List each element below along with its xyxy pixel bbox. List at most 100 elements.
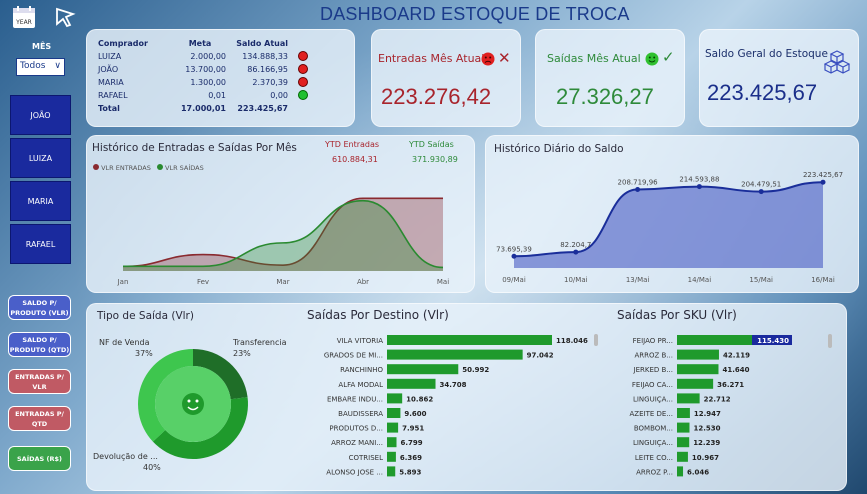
- bar-value-label: 22.712: [704, 395, 731, 403]
- kpi-entradas-card: Entradas Mês Atual ✕ 223.276,42: [371, 29, 521, 127]
- buyers-table: Comprador Meta Saldo Atual LUIZA 2.000,0…: [96, 37, 310, 115]
- nav-rafael-button[interactable]: RAFAEL: [10, 224, 71, 264]
- x-tick-label: 15/Mai: [749, 276, 773, 284]
- hist-legend: VLR ENTRADAS VLR SAÍDAS: [93, 164, 204, 172]
- bottom-card: Tipo de Saída (Vlr) Saídas Por Destino (…: [86, 303, 847, 491]
- x-tick-label: 09/Mai: [502, 276, 526, 284]
- series-area-1: [123, 200, 443, 271]
- bar-category-label: BOMBOM...: [634, 425, 673, 433]
- bar-value-label: 34.708: [440, 381, 467, 389]
- clear-filter-pointer-icon[interactable]: [54, 6, 76, 28]
- bar-category-label: LINGUIÇA...: [633, 439, 673, 447]
- sad-face-icon: [481, 52, 495, 66]
- smiley-icon: [182, 393, 204, 415]
- daily-chart-svg: 73.695,39 09/Mai 82.204,7 10/Mai 208.719,96 1…: [496, 171, 843, 284]
- hist-chart-card: Histórico de Entradas e Saídas Por Mês Y…: [86, 135, 475, 293]
- sku-title: Saídas Por SKU (Vlr): [617, 308, 737, 322]
- bar-value-label: 97.042: [527, 352, 554, 360]
- nav-luiza-button[interactable]: LUIZA: [10, 138, 71, 178]
- bar-category-label: PRODUTOS D...: [329, 425, 383, 433]
- buyer-saldo: 134.888,33: [242, 52, 288, 61]
- bar: [677, 349, 719, 360]
- bar-category-label: EMBARE INDU...: [327, 395, 383, 403]
- bar-value-label: 12.530: [693, 425, 720, 433]
- legend-saidas-swatch: [156, 164, 163, 170]
- pie-label-nf: NF de Venda: [99, 338, 150, 347]
- pie-pct-transf: 23%: [233, 349, 251, 358]
- hist-chart-svg: Jan Fev Mar Abr Mai: [117, 197, 449, 286]
- nav-maria-button[interactable]: MARIA: [10, 181, 71, 221]
- bar: [677, 393, 700, 404]
- saldo-produto-qtd-button[interactable]: SALDO P/ PRODUTO (QTD): [8, 332, 71, 357]
- year-icon-label: YEAR: [15, 19, 32, 26]
- x-tick-label: Jan: [117, 278, 129, 286]
- month-filter-select[interactable]: Todos ∨: [16, 58, 65, 76]
- bar-highlight: [752, 335, 792, 345]
- status-red-icon: [298, 63, 308, 74]
- buyer-meta: 0,01: [208, 91, 226, 100]
- calendar-year-icon[interactable]: YEAR: [12, 5, 36, 29]
- entradas-qtd-button[interactable]: ENTRADAS P/ QTD: [8, 406, 71, 431]
- total-row: Total 17.000,01 223.425,67: [96, 102, 310, 115]
- bar: [387, 349, 523, 360]
- saldo-data-label: 208.719,96: [618, 178, 659, 186]
- bar-value-label: 6.046: [687, 468, 709, 476]
- daily-chart-card: Histórico Diário do Saldo 73.695,39 09/Ma…: [485, 135, 859, 293]
- kpi-saidas-card: Saídas Mês Atual ✓ 27.326,27: [535, 29, 685, 127]
- bar-category-label: ALONSO JOSE ...: [326, 468, 383, 476]
- destino-scrollbar[interactable]: [594, 334, 598, 346]
- bar-value-label: 5.893: [399, 468, 421, 476]
- pie-pct-devol: 40%: [143, 463, 161, 472]
- bar: [387, 422, 399, 433]
- bar: [387, 408, 401, 418]
- bar: [677, 437, 690, 448]
- saldo-data-label: 82.204,7: [560, 241, 591, 249]
- ytd-entradas-label: YTD Entradas: [325, 140, 380, 149]
- donut-slice: [193, 349, 248, 400]
- table-row[interactable]: MARIA 1.300,00 2.370,39: [96, 76, 310, 89]
- buyer-saldo: 86.166,95: [247, 65, 288, 74]
- buyer-saldo: 2.370,39: [252, 78, 288, 87]
- status-red-icon: [298, 50, 308, 61]
- pie-chart-svg: [138, 349, 248, 459]
- col-header-saldo[interactable]: Saldo Atual: [236, 39, 288, 48]
- x-mark-icon: ✕: [498, 49, 511, 67]
- bar: [677, 378, 714, 389]
- kpi-entradas-value: 223.276,42: [381, 84, 492, 109]
- happy-face-icon: [645, 52, 659, 66]
- col-header-comprador: Comprador: [98, 39, 148, 48]
- entradas-vlr-button[interactable]: ENTRADAS P/ VLR: [8, 369, 71, 394]
- series-area-0: [123, 198, 443, 271]
- bar-category-label: FEIJAO PR...: [633, 337, 673, 345]
- sku-scrollbar[interactable]: [828, 334, 832, 348]
- donut-slice: [152, 397, 248, 459]
- bar-category-label: ALFA MODAL: [338, 381, 383, 389]
- bar: [677, 466, 684, 477]
- bar: [387, 364, 459, 375]
- saldo-produto-vlr-button[interactable]: SALDO P/ PRODUTO (VLR): [8, 295, 71, 320]
- nav-joao-button[interactable]: JOÃO: [10, 95, 71, 135]
- bar-category-label: COTRISEL: [349, 454, 383, 462]
- saldo-area: [514, 182, 823, 268]
- bar-category-label: BAUDISSERA: [338, 410, 383, 418]
- destino-bar-svg: VILA VITORIA 118.046 GRADOS DE MI... 97.042…: [324, 335, 588, 477]
- bar: [677, 335, 792, 345]
- bar-value-label: 10.967: [692, 454, 719, 462]
- month-filter-value: Todos: [20, 61, 46, 71]
- pie-title: Tipo de Saída (Vlr): [97, 310, 194, 322]
- ytd-saidas-value: 371.930,89: [412, 155, 458, 164]
- bar-value-label: 50.992: [462, 366, 489, 374]
- table-row[interactable]: LUIZA 2.000,00 134.888,33: [96, 50, 310, 63]
- bar: [387, 451, 396, 462]
- x-tick-label: Abr: [357, 278, 369, 286]
- ytd-entradas-value: 610.884,31: [332, 155, 378, 164]
- buyer-name: RAFAEL: [98, 91, 128, 100]
- month-filter-label: MÊS: [32, 42, 52, 51]
- buyer-name: LUIZA: [98, 52, 122, 61]
- table-row[interactable]: JOÃO 13.700,00 86.166,95: [96, 63, 310, 76]
- bar-category-label: LEITE CO...: [635, 454, 673, 462]
- hist-chart-title: Histórico de Entradas e Saídas Por Mês: [92, 142, 297, 154]
- sku-bar-svg: FEIJAO PR... 115.430 ARROZ B... 42.119 JERKE…: [630, 335, 792, 477]
- saidas-button[interactable]: SAÍDAS (R$): [8, 446, 71, 471]
- table-row[interactable]: RAFAEL 0,01 0,00: [96, 89, 310, 102]
